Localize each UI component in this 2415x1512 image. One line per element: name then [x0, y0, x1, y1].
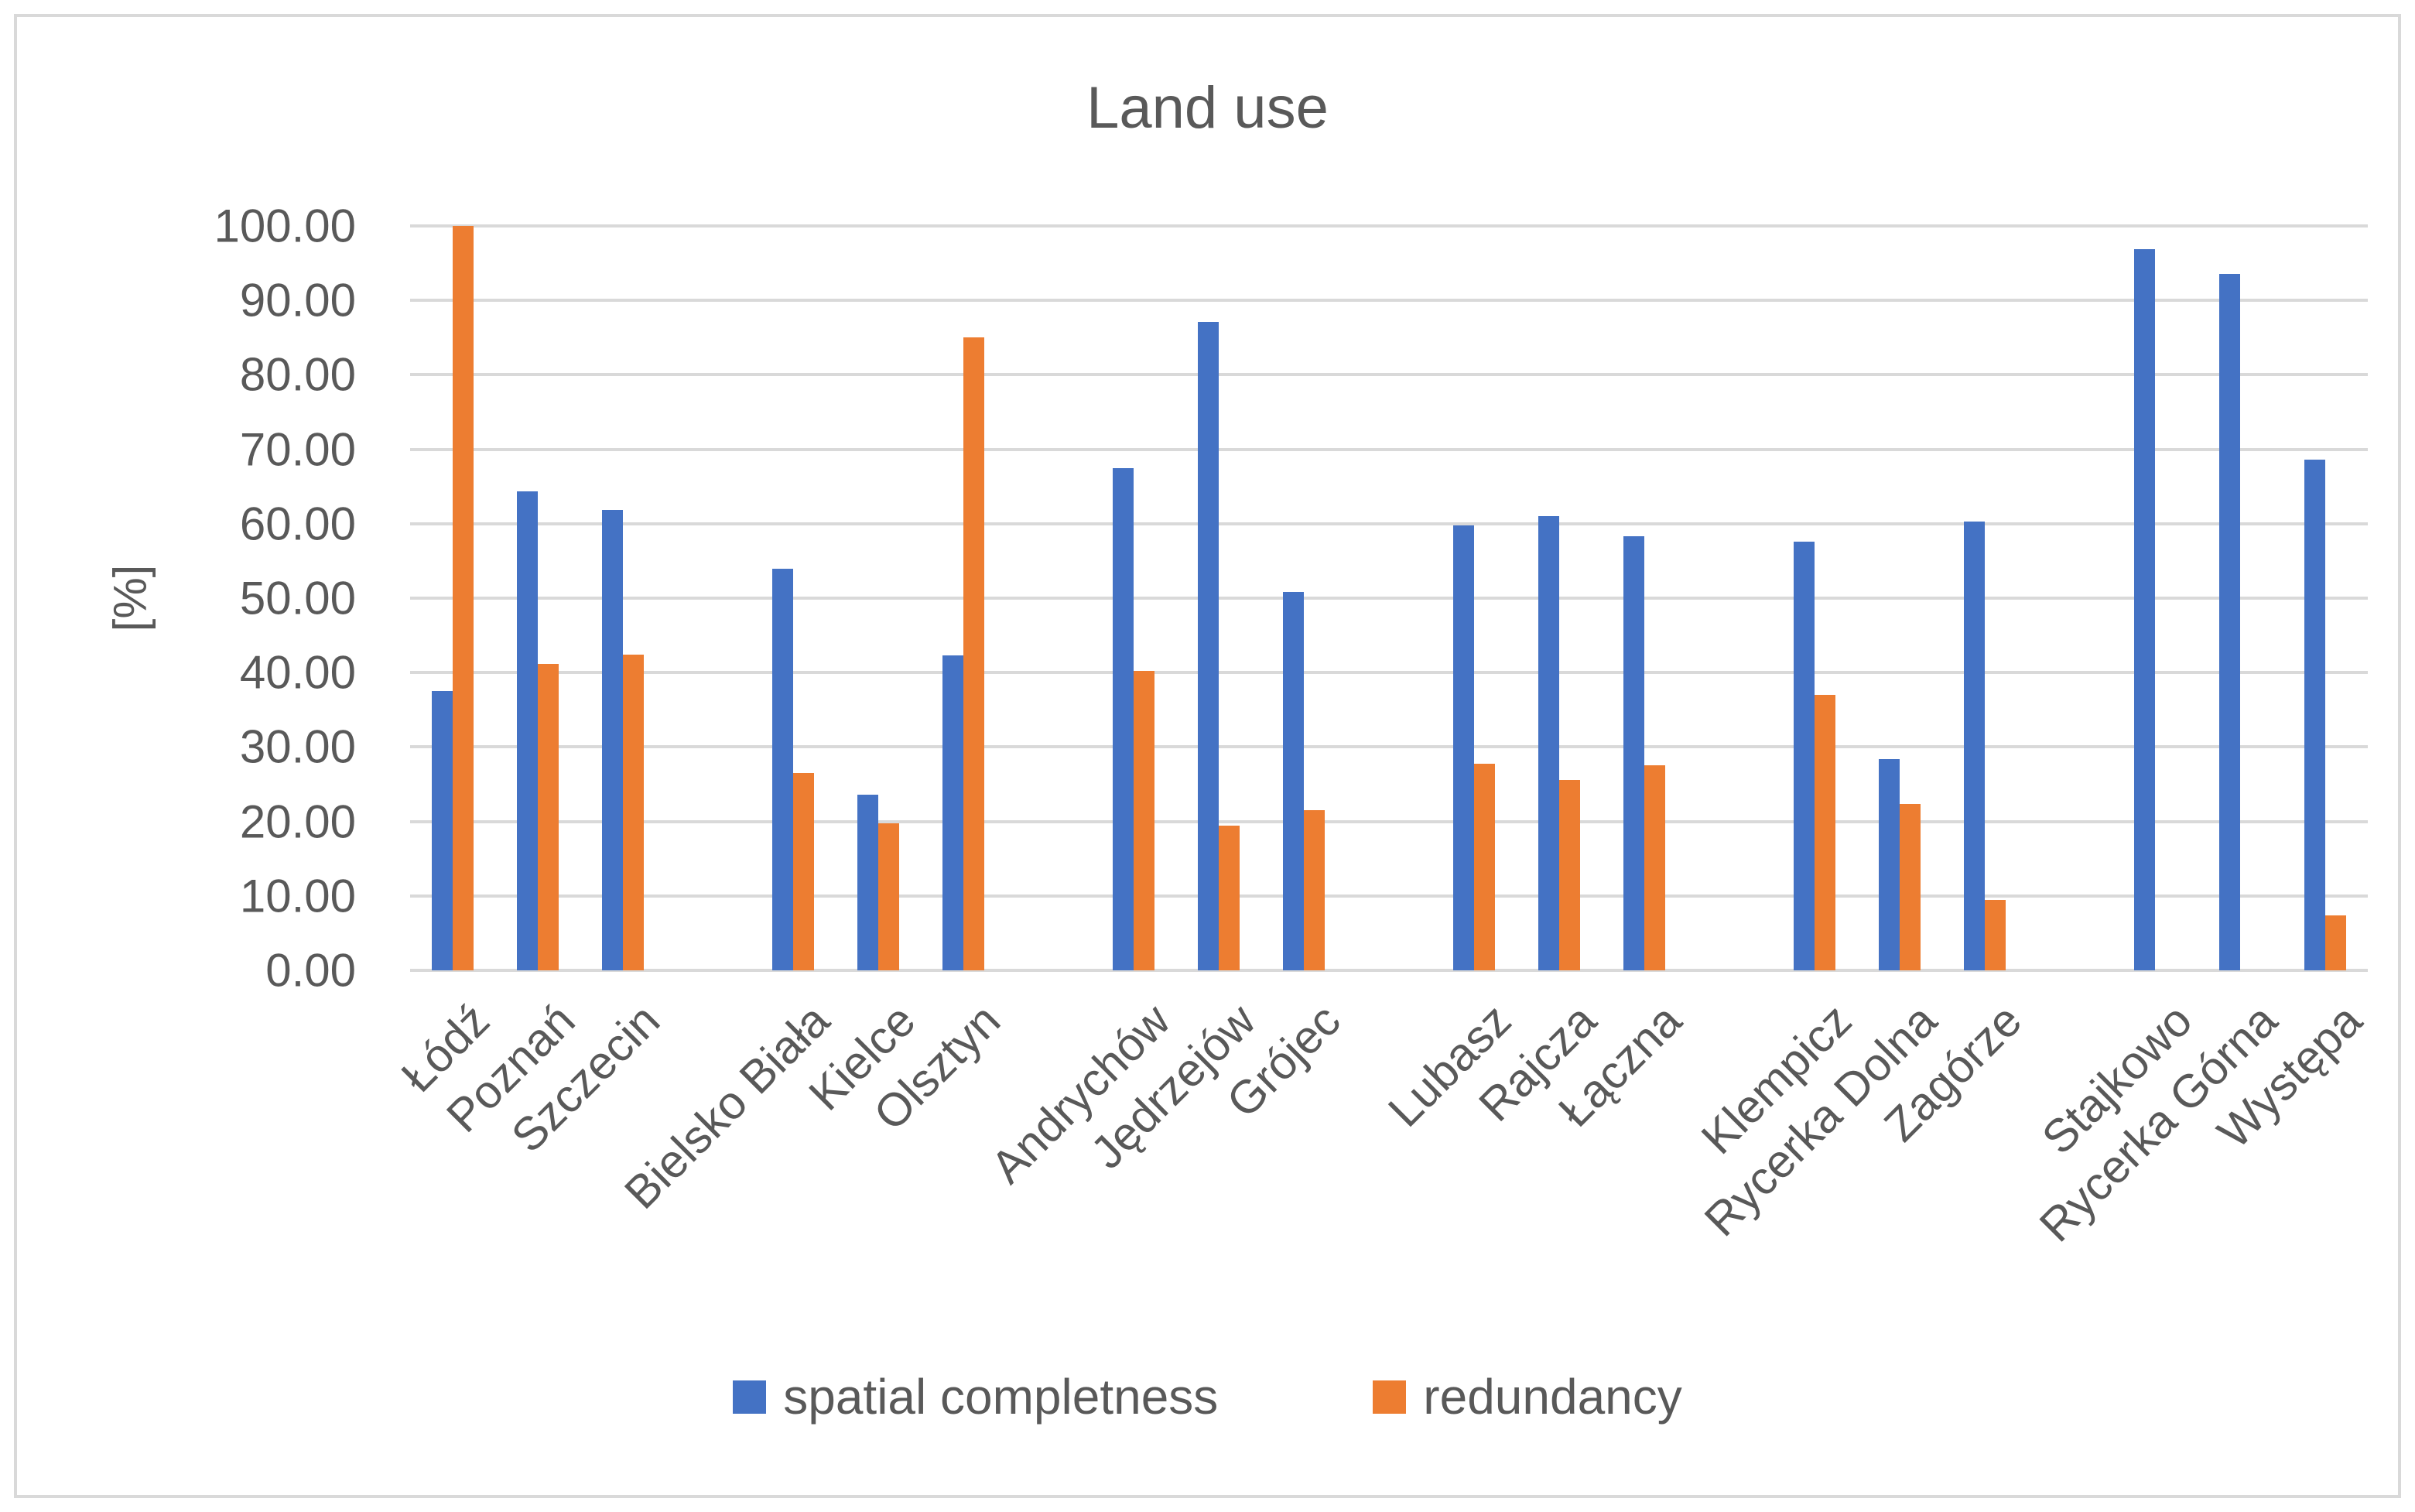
y-axis-tick-label: 70.00 — [239, 423, 356, 476]
y-axis-tick-label: 60.00 — [239, 498, 356, 550]
y-axis-tick-label: 30.00 — [239, 720, 356, 773]
bar-spatial-completness-16 — [2134, 248, 2155, 970]
bar-redundancy-5 — [878, 823, 899, 970]
plot-area — [410, 224, 2368, 972]
y-axis-tick-label: 0.00 — [265, 944, 356, 997]
bar-redundancy-10 — [1474, 763, 1495, 970]
gridline — [410, 299, 2368, 303]
bar-spatial-completness-8 — [1198, 322, 1219, 970]
gridline — [410, 894, 2368, 898]
y-axis-tick-label: 10.00 — [239, 870, 356, 922]
bar-spatial-completness-1 — [432, 691, 453, 970]
y-axis-tick-label: 100.00 — [214, 200, 356, 252]
bar-redundancy-15 — [1985, 899, 2006, 970]
bar-spatial-completness-4 — [772, 568, 793, 970]
y-axis-tick-label: 50.00 — [239, 572, 356, 624]
bar-redundancy-11 — [1559, 779, 1580, 970]
bar-spatial-completness-13 — [1794, 541, 1815, 970]
gridline — [410, 819, 2368, 823]
legend-item-redundancy: redundancy — [1373, 1368, 1682, 1425]
chart-title: Land use — [1086, 75, 1329, 141]
gridline — [410, 745, 2368, 749]
gridline — [410, 224, 2368, 227]
bar-spatial-completness-11 — [1538, 516, 1559, 970]
bar-spatial-completness-17 — [2219, 273, 2240, 970]
y-axis-tick-labels: 100.00 90.00 80.00 70.00 60.00 50.00 40.00 30.0… — [108, 200, 356, 997]
bar-spatial-completness-3 — [602, 509, 623, 970]
bar-redundancy-8 — [1219, 826, 1240, 970]
legend-label-redundancy: redundancy — [1423, 1369, 1682, 1425]
bar-redundancy-3 — [623, 655, 644, 970]
bar-redundancy-13 — [1815, 695, 1835, 970]
bar-spatial-completness-9 — [1283, 592, 1304, 970]
gridline — [410, 373, 2368, 377]
legend: spatial completness redundancy — [0, 1368, 2415, 1425]
bar-redundancy-2 — [538, 663, 559, 970]
y-axis-tick-label: 90.00 — [239, 274, 356, 327]
bar-redundancy-18 — [2325, 915, 2346, 970]
bar-redundancy-7 — [1134, 671, 1154, 970]
legend-swatch-spatial-completness — [733, 1380, 767, 1414]
bar-spatial-completness-12 — [1623, 536, 1644, 970]
y-axis-tick-label: 20.00 — [239, 795, 356, 848]
legend-label-spatial-completness: spatial completness — [783, 1369, 1219, 1425]
bar-spatial-completness-15 — [1964, 521, 1985, 970]
bar-redundancy-14 — [1900, 804, 1921, 970]
bar-spatial-completness-6 — [942, 655, 963, 970]
bar-spatial-completness-18 — [2304, 460, 2325, 970]
bar-redundancy-6 — [963, 337, 984, 970]
legend-swatch-redundancy — [1373, 1380, 1407, 1414]
gridline — [410, 597, 2368, 600]
gridline — [410, 522, 2368, 525]
y-axis-tick-label: 80.00 — [239, 348, 356, 401]
y-axis-tick-label: 40.00 — [239, 646, 356, 699]
gridline — [410, 671, 2368, 675]
legend-item-spatial-completness: spatial completness — [733, 1368, 1218, 1425]
bar-spatial-completness-5 — [857, 794, 878, 970]
gridline — [410, 447, 2368, 451]
bar-spatial-completness-2 — [517, 491, 538, 970]
bar-redundancy-9 — [1304, 810, 1325, 970]
bar-redundancy-12 — [1644, 765, 1665, 970]
bar-spatial-completness-7 — [1113, 467, 1134, 970]
bar-redundancy-4 — [793, 773, 814, 970]
gridline — [410, 969, 2368, 972]
x-axis-labels: Łódź Poznań Szczecin Bielsko Biała Kielce Ols… — [392, 994, 2372, 1396]
bar-spatial-completness-14 — [1879, 758, 1900, 970]
bar-spatial-completness-10 — [1453, 525, 1474, 970]
bar-redundancy-1 — [453, 226, 474, 970]
